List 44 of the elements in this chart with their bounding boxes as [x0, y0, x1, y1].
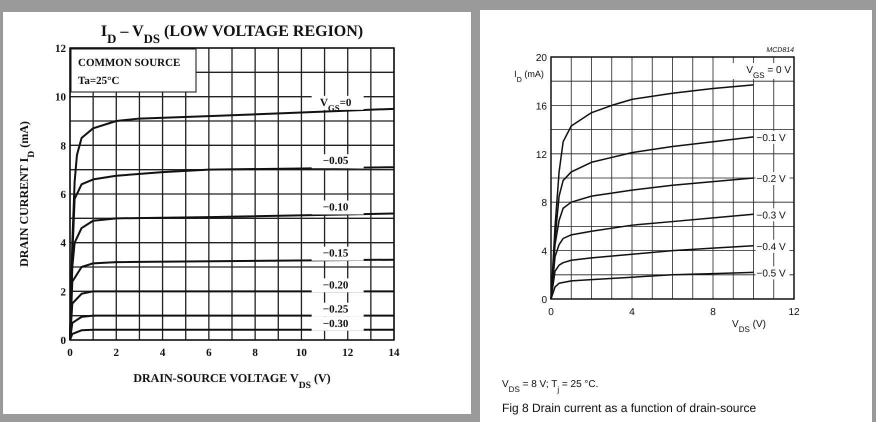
series-label: −0.05	[322, 155, 349, 168]
x-tick-label: 8	[252, 347, 258, 359]
y-tick-label: 4	[60, 238, 66, 250]
series-label: −0.2 V	[756, 174, 786, 185]
x-tick-label: 8	[710, 307, 716, 318]
x-axis-title: DRAIN-SOURCE VOLTAGE V$_{DS}$ (V)	[133, 371, 331, 390]
y-tick-label: 20	[536, 53, 548, 64]
y-tick-label: 10	[55, 92, 66, 104]
annotation: Ta=25°C	[78, 75, 120, 87]
y-tick-label: 0	[541, 295, 548, 306]
y-tick-label: 0	[60, 335, 66, 347]
x-tick-label: 6	[206, 347, 212, 359]
annotation: COMMON SOURCE	[78, 57, 180, 69]
series-label: −0.20	[322, 279, 349, 292]
x-tick-label: 12	[788, 307, 800, 318]
x-axis-title: V$_{DS}$ (V)	[732, 319, 766, 334]
y-tick-label: 6	[60, 189, 66, 201]
x-tick-label: 4	[629, 307, 636, 318]
caption: Fig 8 Drain current as a function of drain-source	[502, 401, 756, 415]
series-label: −0.1 V	[756, 132, 786, 144]
x-tick-label: 10	[296, 347, 308, 359]
y-tick-label: 16	[536, 101, 548, 112]
y-tick-label: 8	[60, 140, 66, 152]
x-tick-label: 12	[342, 347, 354, 359]
x-tick-label: 0	[548, 307, 554, 318]
series-label: −0.10	[322, 201, 349, 214]
x-tick-label: 14	[388, 347, 400, 359]
y-tick-label: 4	[541, 246, 548, 258]
series-label: −0.30	[322, 318, 349, 330]
series-label: −0.25	[322, 304, 349, 316]
series-label: −0.3 V	[756, 210, 786, 222]
y-tick-label: 2	[60, 286, 66, 298]
y-tick-label: 8	[541, 198, 548, 210]
y-tick-label: 12	[55, 43, 66, 55]
x-tick-label: 4	[160, 347, 166, 359]
x-tick-label: 2	[114, 347, 120, 359]
y-axis-title: I$_{D}$ (mA)	[514, 69, 544, 84]
text: V$_{DS}$ = 8 V; T$_{j}$ = 25 °C.	[502, 379, 598, 394]
series-label: −0.5 V	[756, 268, 786, 280]
series-label: V$_{GS}$ = 0 V	[746, 65, 792, 80]
series-label: −0.15	[322, 248, 349, 260]
y-tick-label: 12	[536, 150, 548, 161]
chart-title: I$_{D}$ – V$_{DS}$ (LOW VOLTAGE REGION)	[100, 23, 364, 46]
series-label: −0.4 V	[756, 242, 786, 253]
